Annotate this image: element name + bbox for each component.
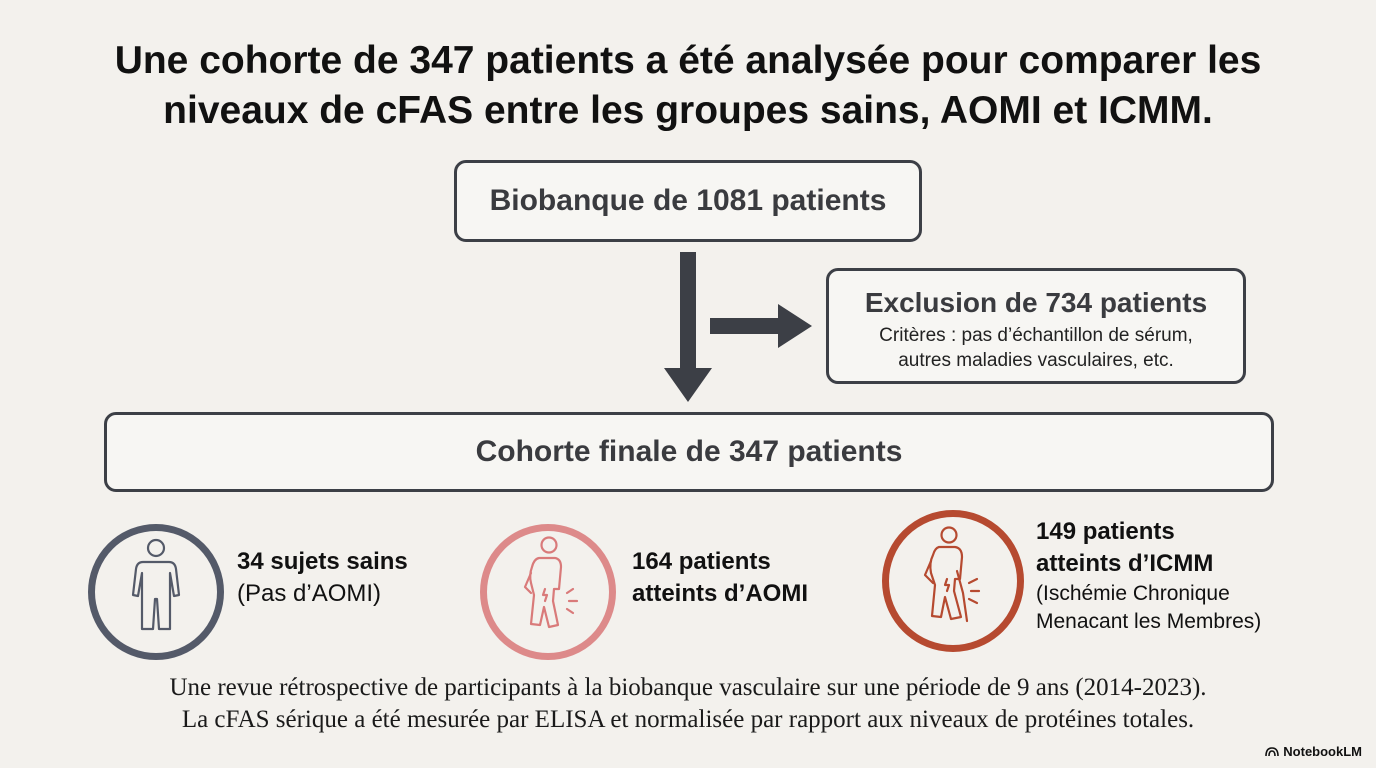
cohort-box: Cohorte finale de 347 patients [104, 412, 1274, 492]
down-arrow [664, 252, 712, 402]
exclusion-criteria-line-1: Critères : pas d’échantillon de sérum, [879, 325, 1193, 346]
healthy-group-circle [88, 524, 224, 660]
icmm-group-title-2: atteints d’ICMM [1036, 550, 1214, 577]
icmm-group-circle [882, 510, 1024, 652]
notebooklm-logo-icon [1265, 746, 1280, 756]
title-line-1: Une cohorte de 347 patients a été analys… [114, 39, 1262, 82]
page-title: Une cohorte de 347 patients a été analys… [40, 36, 1336, 136]
icmm-group-label: 149 patients atteints d’ICMM (Ischémie C… [1036, 516, 1261, 636]
exclusion-criteria-line-2: autres maladies vasculaires, etc. [898, 350, 1174, 371]
healthy-group-title: 34 sujets sains [237, 548, 408, 575]
biobank-label: Biobanque de 1081 patients [489, 184, 887, 217]
person-leg-pain-icon [523, 536, 579, 629]
icmm-group-subtitle: (Ischémie Chronique [1036, 582, 1230, 605]
brand-name: NotebookLM [1283, 744, 1362, 759]
person-leg-pain-cane-icon [923, 526, 981, 623]
aomi-group-title-2: atteints d’AOMI [632, 580, 809, 607]
icmm-group-title: 149 patients [1036, 518, 1175, 545]
brand-mark: NotebookLM [1265, 744, 1362, 759]
biobank-box: Biobanque de 1081 patients [454, 160, 922, 242]
healthy-group-subtitle: (Pas d’AOMI) [237, 580, 382, 607]
footer-description: Une revue rétrospective de participants … [40, 672, 1336, 736]
footer-line-2: La cFAS sérique a été mesurée par ELISA … [181, 706, 1195, 733]
healthy-group-label: 34 sujets sains (Pas d’AOMI) [237, 546, 408, 610]
aomi-group-title: 164 patients [632, 548, 771, 575]
footer-line-1: Une revue rétrospective de participants … [169, 674, 1207, 701]
exclusion-title: Exclusion de 734 patients [864, 287, 1208, 318]
cohort-label: Cohorte finale de 347 patients [475, 435, 903, 468]
title-line-2: niveaux de cFAS entre les groupes sains,… [163, 89, 1213, 132]
aomi-group-label: 164 patients atteints d’AOMI [632, 546, 808, 610]
aomi-group-circle [480, 524, 616, 660]
right-arrow [710, 304, 812, 348]
standing-person-icon [131, 538, 181, 631]
icmm-group-subtitle-2: Menacant les Membres) [1036, 610, 1262, 633]
exclusion-box: Exclusion de 734 patients Critères : pas… [826, 268, 1246, 384]
